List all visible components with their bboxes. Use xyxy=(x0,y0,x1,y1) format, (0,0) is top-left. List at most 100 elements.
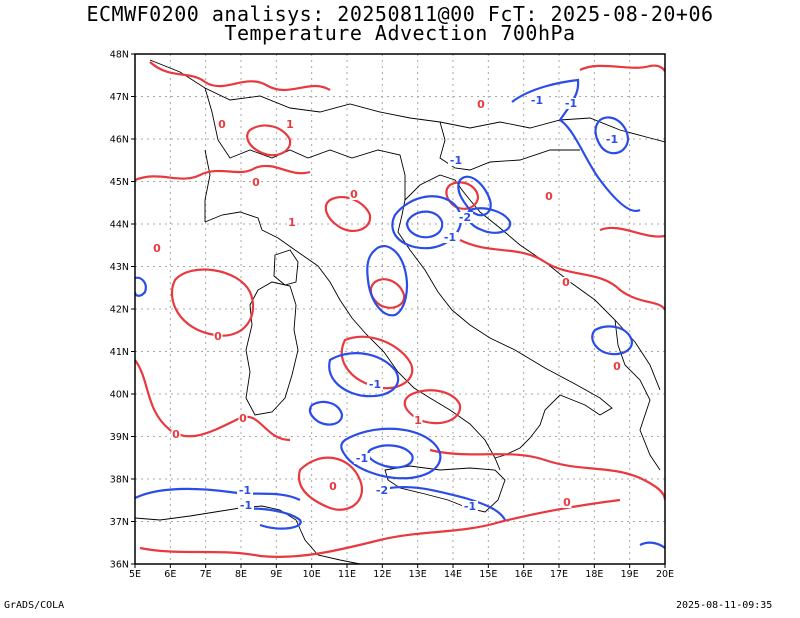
contour-label-bg xyxy=(217,119,227,130)
pos-contour xyxy=(135,164,311,182)
contour-label-bg xyxy=(251,177,261,188)
lon-label: 9E xyxy=(270,569,282,580)
pos-contour xyxy=(324,196,372,232)
contour-label: -1 xyxy=(356,452,368,465)
contour-label: 0 xyxy=(172,428,180,441)
neg-contour xyxy=(406,210,444,239)
alpine-borders xyxy=(149,59,665,143)
contour-label: -1 xyxy=(606,133,618,146)
contour-label-bg xyxy=(287,217,297,228)
contour-label-bg xyxy=(448,155,464,166)
map-title: ECMWF0200 analisys: 20250811@00 FcT: 202… xyxy=(86,2,714,26)
lon-label: 12E xyxy=(373,569,391,580)
lat-label: 42N xyxy=(110,305,129,316)
contour-label: -1 xyxy=(239,484,251,497)
contour-label-bg xyxy=(462,501,478,512)
lat-label: 37N xyxy=(110,517,129,528)
neg-contour xyxy=(135,487,301,501)
contour-label: 1 xyxy=(288,216,296,229)
neg-contour xyxy=(366,245,409,317)
contour-label-bg xyxy=(238,500,254,511)
lon-label: 17E xyxy=(550,569,568,580)
contour-label: -1 xyxy=(531,94,543,107)
coastlines xyxy=(135,59,665,564)
neg-contour xyxy=(639,541,665,549)
corsica xyxy=(273,249,299,286)
contour-label: 0 xyxy=(563,496,571,509)
contour-label: 0 xyxy=(613,360,621,373)
footer-timestamp: 2025-08-11-09:35 xyxy=(676,600,773,611)
contour-label: -1 xyxy=(444,231,456,244)
contour-label-bg xyxy=(213,331,223,342)
pos-contour xyxy=(445,181,480,210)
lon-label: 15E xyxy=(479,569,497,580)
italy-east-coast xyxy=(397,199,613,459)
contour-label-bg xyxy=(367,379,383,390)
lon-label: 16E xyxy=(515,569,533,580)
contour-label-bg xyxy=(328,481,338,492)
pos-contour xyxy=(599,226,665,238)
neg-contour xyxy=(594,116,630,155)
neg-contour xyxy=(308,400,344,426)
neg-contour xyxy=(379,485,506,521)
longitude-labels: 5E 6E 7E 8E 9E 10E 11E 12E 13E 14E 15E 16E 17E 18E 19E… xyxy=(129,569,674,580)
lon-label: 10E xyxy=(303,569,321,580)
pos-contour xyxy=(139,498,621,558)
lon-label: 11E xyxy=(338,569,356,580)
footer-software-label: GrADS/COLA xyxy=(4,600,65,611)
sardinia xyxy=(245,281,299,416)
negative-contours xyxy=(135,78,665,549)
contour-label: 0 xyxy=(214,330,222,343)
contour-label-bg xyxy=(529,95,545,106)
contour-label-bg xyxy=(442,232,458,243)
pos-contour xyxy=(429,448,665,501)
contour-label: 1 xyxy=(414,414,422,427)
pos-contour xyxy=(403,389,462,425)
lon-label: 8E xyxy=(235,569,247,580)
contour-label-bg xyxy=(152,243,162,254)
north-africa-coast xyxy=(135,505,361,564)
contour-label-bg xyxy=(238,413,248,424)
lat-label: 43N xyxy=(110,262,129,273)
lon-label: 14E xyxy=(444,569,462,580)
pos-contour xyxy=(149,61,331,92)
contour-label: 0 xyxy=(239,412,247,425)
contour-label-bg xyxy=(171,429,181,440)
lat-label: 45N xyxy=(110,177,129,188)
contour-label: -1 xyxy=(464,500,476,513)
contour-label-bg xyxy=(561,277,571,288)
contour-label: -1 xyxy=(565,97,577,110)
contour-label-bg xyxy=(237,485,253,496)
contour-label-bg xyxy=(476,99,486,110)
neg-contour xyxy=(340,427,442,480)
contour-label: -2 xyxy=(376,484,388,497)
sicily xyxy=(384,465,506,513)
contour-label: 0 xyxy=(350,188,358,201)
positive-contours xyxy=(135,61,665,558)
contour-label-bg xyxy=(374,485,390,496)
contour-label: 0 xyxy=(153,242,161,255)
contour-label: 0 xyxy=(329,480,337,493)
lon-label: 19E xyxy=(621,569,639,580)
lon-label: 6E xyxy=(164,569,176,580)
contour-label: 0 xyxy=(218,118,226,131)
contour-label-bg xyxy=(563,98,579,109)
lon-label: 18E xyxy=(585,569,603,580)
lat-label: 36N xyxy=(110,560,129,571)
contour-label: 0 xyxy=(562,276,570,289)
balkan-coast xyxy=(404,174,661,391)
neg-contour xyxy=(328,352,400,398)
lat-label: 48N xyxy=(110,50,129,61)
contour-label: 0 xyxy=(477,98,485,111)
pos-contour xyxy=(170,268,255,337)
pos-contour xyxy=(579,64,665,73)
lon-label: 7E xyxy=(200,569,212,580)
contour-label: 0 xyxy=(545,190,553,203)
contour-label: 0 xyxy=(252,176,260,189)
lat-label: 38N xyxy=(110,475,129,486)
contour-label-bg xyxy=(285,119,295,130)
contour-label-bg xyxy=(413,415,423,426)
neg-contour xyxy=(457,175,492,217)
neg-contour xyxy=(135,276,147,297)
